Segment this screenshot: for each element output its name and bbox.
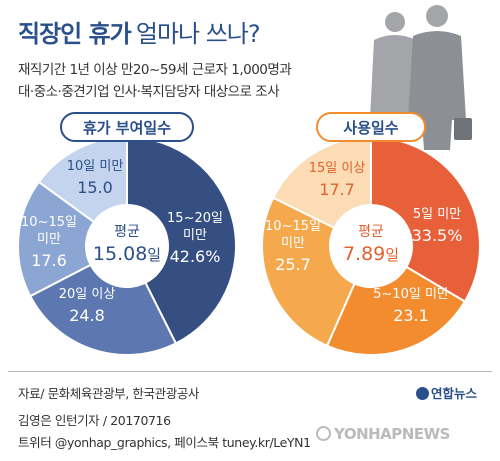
watermark-text: YONHAPNEWS <box>334 425 450 443</box>
donut-1-slice-1-label: 미만 <box>183 228 207 243</box>
donut-2-center-unit: 일 <box>385 246 399 264</box>
donut-1-slice-3-label: 10~15일 <box>21 215 77 230</box>
donut-1-slice-1-value: 42.6% <box>170 247 221 266</box>
donut-2-slice-1-label: 5일 미만 <box>413 207 461 222</box>
title-main: 직장인 휴가 <box>18 20 132 48</box>
credit-text: 김영은 인턴기자 / 20170716 <box>18 413 171 428</box>
donut-1-slice-1-label: 15~20일 <box>167 211 223 226</box>
watermark: YONHAPNEWS <box>316 425 450 443</box>
donut-2-slice-1-value: 33.5% <box>412 226 463 245</box>
donut-1-title: 휴가 부여일수 <box>83 119 171 137</box>
donut-1-center <box>86 205 168 287</box>
donut-1-slice-2-value: 24.8 <box>69 306 105 325</box>
donut-2-slice-3-label: 미만 <box>281 236 305 251</box>
donut-1-slice-4-value: 15.0 <box>77 178 113 197</box>
social-text: 트위터 @yonhap_graphics, 페이스북 tuney.kr/LeYN… <box>18 435 311 450</box>
donut-2-center-number: 7.89 <box>343 243 385 265</box>
donut-1-center-number: 15.08 <box>93 243 147 265</box>
brand-logo: 연합뉴스 <box>416 383 477 402</box>
donut-1-center-unit: 일 <box>147 246 161 264</box>
donut-1-slice-4-label: 10일 미만 <box>67 159 124 174</box>
donut-2-slice-2-label: 5~10일 미만 <box>373 287 449 302</box>
donut-1-title-pill <box>60 112 194 142</box>
donut-1-center-value: 15.08일 <box>93 243 161 265</box>
donut-1-slice-3-label: 미만 <box>37 232 61 247</box>
donut-2-center-value: 7.89일 <box>343 243 399 265</box>
subtitle-line-2: 대·중소·중견기업 인사·복지담당자 대상으로 조사 <box>18 84 280 100</box>
subtitle-line-1: 재직기간 1년 이상 만20~59세 근로자 1,000명과 <box>18 62 292 78</box>
donut-1-slice-3-value: 17.6 <box>31 251 67 270</box>
donut-2-slice-3-value: 25.7 <box>275 255 311 274</box>
donut-2-center <box>330 205 412 287</box>
donut-2-title: 사용일수 <box>343 119 398 137</box>
donut-2-center-label: 평균 <box>358 224 384 240</box>
page-title: 직장인 휴가 얼마나 쓰나? <box>18 14 261 49</box>
donut-2-title-pill <box>316 112 426 142</box>
donut-1-slice-2-label: 20일 이상 <box>59 287 116 302</box>
watermark-icon <box>316 426 331 441</box>
donut-2-slice-4-value: 17.7 <box>319 180 355 199</box>
title-sub: 얼마나 쓰나? <box>135 20 261 48</box>
source-text: 자료/ 문화체육관광부, 한국관광공사 <box>18 386 200 401</box>
donut-2-slice-4-label: 15일 이상 <box>309 161 366 176</box>
footer-divider <box>8 371 492 372</box>
yonhap-logo-icon <box>416 387 429 400</box>
donut-1-center-label: 평균 <box>114 224 140 240</box>
brand-text: 연합뉴스 <box>431 386 478 401</box>
donut-2-slice-3-label: 10~15일 <box>265 219 321 234</box>
donut-2-slice-2-value: 23.1 <box>393 306 429 325</box>
